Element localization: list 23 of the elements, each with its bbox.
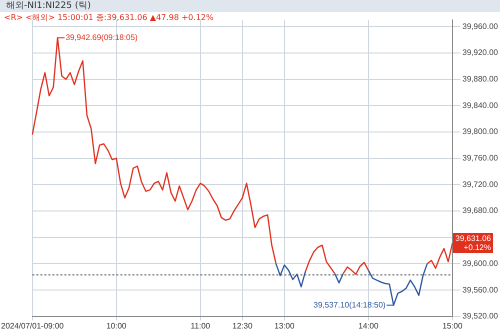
- y-tick-label: 39,840.00: [462, 100, 499, 110]
- y-tick-label: 39,520.00: [462, 312, 499, 321]
- y-tick-label: 39,800.00: [462, 127, 499, 136]
- price-tag: 39,631.06 +0.12%: [453, 233, 493, 254]
- y-tick-label: 39,760.00: [462, 154, 499, 163]
- annotation: 39,942.69(09:18:05): [66, 32, 138, 42]
- y-tick-label: 39,920.00: [462, 48, 499, 58]
- chart-title: 해외-NI1:NI225 (틱): [0, 0, 500, 12]
- x-tick-label: 13:00: [274, 321, 295, 330]
- y-tick-label: 39,880.00: [462, 74, 499, 84]
- y-tick-label: 39,680.00: [462, 206, 499, 216]
- x-tick-label: 2024/07/01-09:00: [0, 321, 64, 330]
- x-tick-label: 15:00: [442, 321, 463, 330]
- x-tick-label: 12:30: [232, 321, 253, 330]
- y-tick-label: 39,960.00: [462, 22, 499, 31]
- chart-subtitle: <R> <해외> 15:00:01 종:39,631.06 ▲47.98 +0.12%: [4, 13, 214, 23]
- y-tick-label: 39,560.00: [462, 285, 499, 294]
- annotation: 39,537.10(14:18:50): [314, 300, 386, 310]
- x-tick-label: 14:00: [358, 321, 379, 330]
- x-tick-label: 10:00: [106, 321, 127, 330]
- y-tick-label: 39,720.00: [462, 180, 499, 189]
- y-tick-label: 39,600.00: [462, 258, 499, 268]
- x-tick-label: 11:00: [190, 321, 211, 330]
